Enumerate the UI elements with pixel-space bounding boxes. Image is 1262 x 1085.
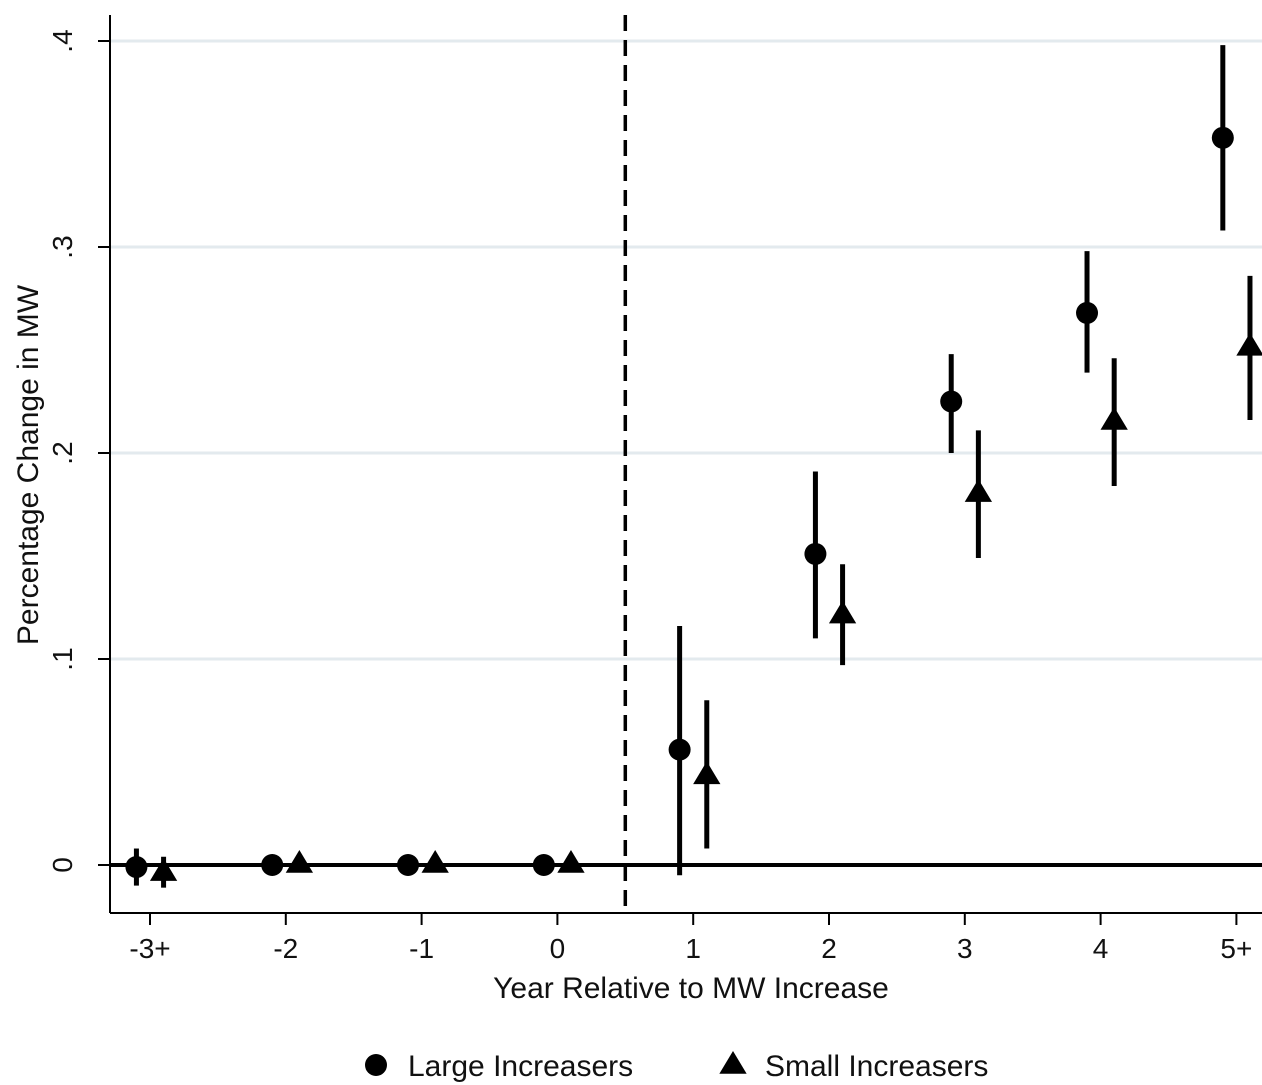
large-increasers-point: [261, 854, 284, 876]
x-tick-label: -2: [273, 933, 298, 964]
x-tick-label: -1: [409, 933, 434, 964]
small-increasers-point: [421, 849, 449, 873]
legend-large-increasers-marker: [365, 1054, 387, 1076]
small-increasers-point: [1236, 332, 1262, 356]
large-increasers-point: [397, 854, 420, 876]
legend: Large Increasers Small Increasers: [365, 1050, 988, 1083]
small-increasers-point: [693, 761, 721, 785]
y-tick-label: .2: [47, 441, 78, 464]
y-tick-label: .3: [47, 235, 78, 258]
gridlines: [110, 39, 1262, 661]
large-increasers-point: [532, 854, 555, 876]
data-marks: [110, 15, 1262, 913]
small-increasers-point: [828, 600, 857, 624]
x-tick-label: -3+: [129, 933, 170, 964]
y-axis-title: Percentage Change in MW: [12, 284, 45, 645]
legend-small-increasers-label: Small Increasers: [765, 1050, 988, 1083]
large-increasers-point: [125, 856, 148, 879]
large-increasers-point: [668, 738, 691, 761]
small-increasers-point: [285, 849, 314, 873]
x-tick-label: 0: [550, 933, 566, 964]
x-tick-label: 4: [1093, 933, 1109, 964]
x-tick-label: 5+: [1220, 933, 1252, 964]
legend-large-increasers-label: Large Increasers: [408, 1050, 633, 1083]
large-increasers-point: [804, 542, 827, 565]
y-tick-label: .1: [47, 647, 78, 670]
small-increasers-point: [964, 479, 993, 502]
large-increasers-point: [1076, 301, 1099, 324]
axes: 0 .1 .2 .3 .4 -3+ -2 -1 0 1 2 3 4 5+: [47, 15, 1262, 964]
large-increasers-point: [940, 390, 963, 413]
y-tick-label: 0: [47, 857, 78, 873]
legend-small-increasers-marker: [719, 1051, 747, 1074]
x-tick-label: 2: [821, 933, 837, 964]
small-increasers-point: [149, 858, 178, 881]
y-tick-label: .4: [47, 29, 78, 52]
small-increasers-point: [557, 849, 585, 873]
x-tick-label: 3: [957, 933, 973, 964]
large-increasers-point: [1211, 126, 1234, 149]
small-increasers-point: [1100, 407, 1128, 430]
x-tick-label: 1: [685, 933, 701, 964]
x-axis-title: Year Relative to MW Increase: [493, 972, 889, 1005]
